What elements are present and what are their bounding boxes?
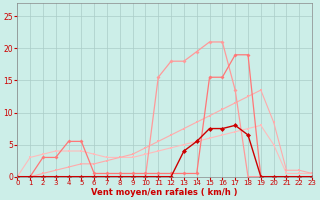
X-axis label: Vent moyen/en rafales ( km/h ): Vent moyen/en rafales ( km/h ) [92, 188, 238, 197]
